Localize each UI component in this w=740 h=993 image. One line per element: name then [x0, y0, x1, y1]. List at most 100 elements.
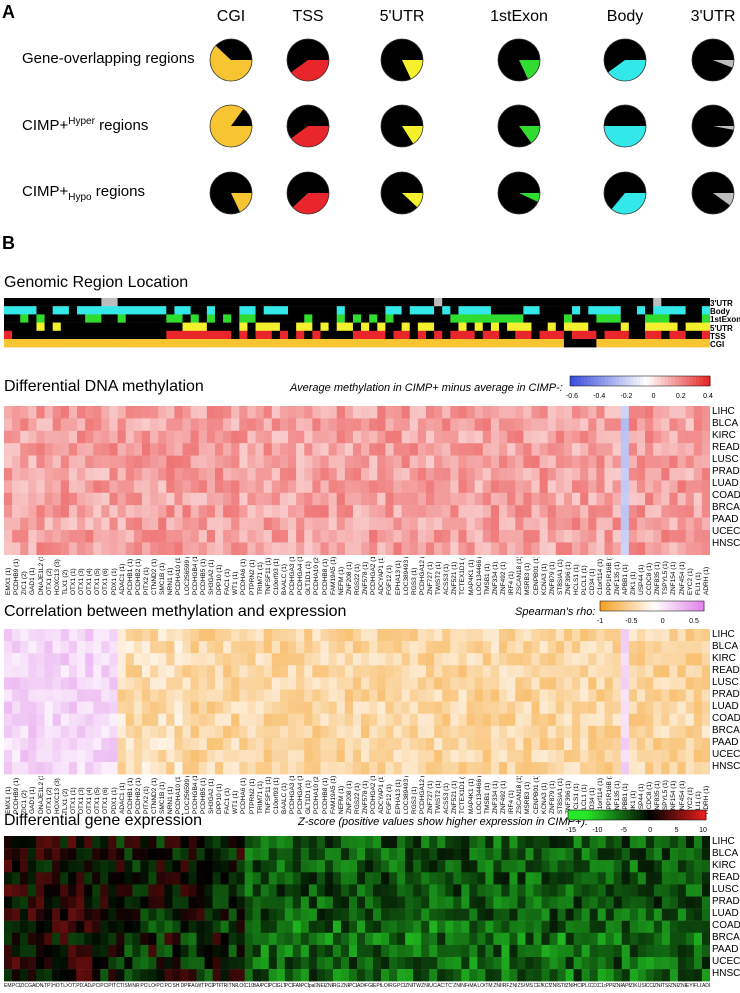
expr-cell: [645, 884, 655, 897]
column-header-2: 5'UTR: [379, 8, 425, 25]
dna-cell: [288, 455, 297, 469]
corr-cell: [166, 750, 175, 763]
dna-cell: [214, 542, 224, 555]
dna-cell: [77, 517, 86, 531]
expr-cell: [589, 848, 599, 861]
expr-cell: [156, 884, 165, 897]
dna-cell: [645, 418, 654, 431]
corr-cell: [247, 713, 256, 726]
corr-cell: [239, 762, 248, 775]
dna-cell: [612, 517, 622, 531]
dna-cell: [93, 406, 102, 419]
dna-cell: [580, 430, 589, 444]
dna-cell: [596, 443, 605, 456]
expr-cell: [605, 848, 615, 861]
corr-cell: [653, 725, 662, 739]
corr-cell: [214, 750, 224, 763]
corr-cell: [604, 750, 614, 763]
expr-cell: [573, 944, 583, 958]
cancer-label-2: KIRC: [712, 430, 736, 441]
dna-cell: [531, 443, 540, 456]
region-cell: [141, 339, 151, 348]
dna-cell: [190, 406, 200, 419]
corr-cell: [563, 641, 573, 654]
region-cell: [328, 322, 338, 331]
expr-cell: [180, 872, 189, 885]
region-cell: [320, 314, 329, 323]
corr-cell: [466, 665, 476, 678]
expr-cell: [597, 920, 607, 933]
dna-cell: [661, 406, 670, 419]
dna-cell: [653, 542, 662, 555]
corr-cell: [336, 762, 346, 775]
dna-cell: [547, 530, 557, 543]
region-cell: [214, 322, 224, 331]
gene-label-34: BAALC (1): [280, 563, 288, 595]
corr-legend-swatch: [639, 601, 643, 611]
cancer-label-8: BRCA: [712, 502, 740, 513]
dna-cell: [588, 517, 597, 531]
dna-cell: [661, 530, 670, 543]
dna-cell: [52, 418, 62, 431]
expr-cell: [389, 896, 398, 909]
dna-cell: [523, 468, 532, 481]
corr-cell: [693, 629, 703, 642]
region-cell: [182, 339, 192, 348]
expr-cell: [20, 884, 29, 897]
dna-cell: [490, 505, 500, 518]
corr-cell: [669, 737, 678, 751]
corr-legend-swatch: [633, 601, 637, 611]
dna-cell: [247, 430, 256, 444]
dna-legend-swatch: [619, 376, 623, 386]
corr-cell: [279, 629, 289, 642]
corr-legend-swatch: [685, 601, 689, 611]
expr-cell: [493, 860, 502, 873]
dna-cell: [417, 406, 427, 419]
corr-cell: [320, 641, 329, 654]
corr-cell: [385, 665, 394, 678]
corr-cell: [141, 750, 151, 763]
region-cell: [198, 314, 208, 323]
region-cell: [507, 339, 516, 348]
dna-cell: [636, 430, 646, 444]
corr-cell: [320, 629, 329, 642]
dna-cell: [344, 517, 354, 531]
expr-cell: [100, 896, 109, 909]
corr-cell: [369, 762, 378, 775]
region-cell: [4, 306, 13, 315]
corr-cell: [661, 762, 670, 775]
expr-cell: [212, 932, 222, 946]
corr-cell: [328, 737, 338, 751]
expr-cell: [140, 908, 149, 921]
dna-cell: [4, 517, 13, 531]
region-cell: [263, 339, 273, 348]
dna-cell: [620, 480, 630, 493]
gene-label-17: PITX2 (1): [143, 567, 150, 595]
corr-cell: [352, 629, 362, 642]
dna-cell: [482, 542, 492, 555]
gene-label-73: C1orf114 (1): [597, 558, 605, 595]
dna-cell: [336, 517, 346, 531]
expr-cell: [357, 872, 366, 885]
expr-cell: [84, 932, 93, 946]
corr-cell: [442, 713, 451, 726]
expr-cell: [653, 872, 663, 885]
gene-label-55: ZNF521 (1): [451, 780, 459, 814]
expr-cell: [469, 908, 478, 921]
region-cell: [393, 339, 403, 348]
dna-legend-swatch: [584, 376, 588, 386]
dna-cell: [361, 406, 370, 419]
corr-cell: [206, 737, 216, 751]
expr-gene-label-10: ADAC1: [84, 983, 92, 989]
dna-cell: [369, 406, 378, 419]
dna-cell: [628, 492, 638, 506]
expr-cell: [637, 908, 647, 921]
gene-label-66: KCNA3 (1): [540, 782, 548, 814]
dna-cell: [223, 430, 232, 444]
corr-cell: [693, 665, 703, 678]
corr-cell: [20, 665, 29, 678]
expr-cell: [20, 896, 29, 909]
expr-cell: [252, 896, 262, 909]
expr-cell: [268, 969, 278, 982]
corr-cell: [263, 762, 273, 775]
